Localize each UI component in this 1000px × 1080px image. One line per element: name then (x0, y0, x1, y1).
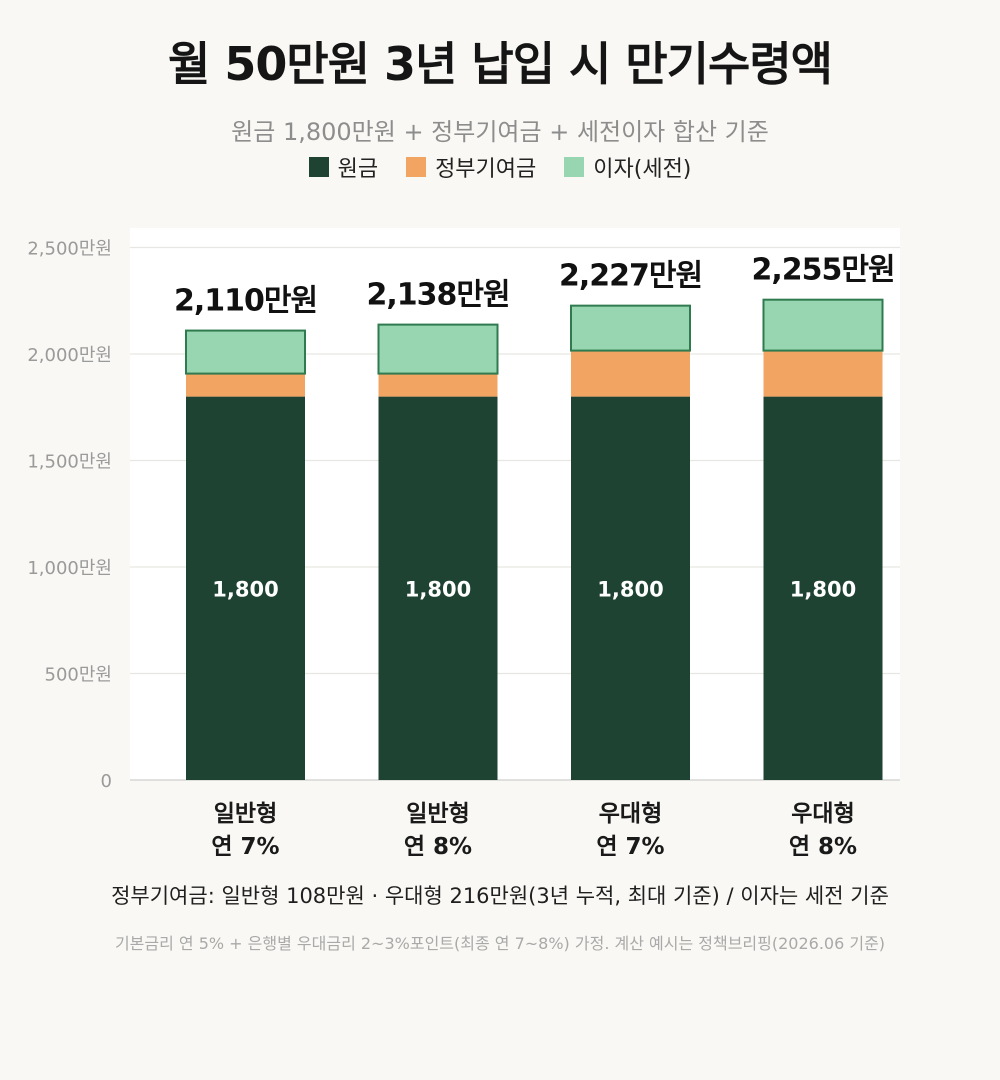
legend-swatch-principal (308, 157, 329, 177)
bar-principal (571, 396, 690, 780)
x-tick-label-rate: 연 8% (789, 834, 857, 860)
bar-interest (185, 329, 306, 375)
x-tick-label-type: 일반형 (214, 801, 277, 827)
bar-principal (186, 396, 305, 780)
legend-item-principal: 원금 (308, 151, 379, 183)
legend-swatch-gov-contribution (406, 157, 427, 177)
legend-label-principal: 원금 (337, 157, 379, 182)
principal-value-label: 1,800 (790, 577, 856, 601)
total-value-label: 2,227만원 (559, 259, 702, 294)
x-tick-label-rate: 연 7% (211, 834, 279, 860)
principal-value-label: 1,800 (405, 577, 471, 601)
y-tick-label: 2,500만원 (27, 239, 112, 260)
stacked-bar-chart: 0 500만원 1,000만원 1,500만원 2,000만원 2,500만원 1,800 2… (27, 228, 900, 860)
principal-value-label: 1,800 (597, 577, 663, 601)
legend-swatch-interest (564, 157, 585, 177)
bar-gov-contribution (378, 373, 498, 397)
bar-gov-contribution (763, 350, 883, 397)
chart-subtitle: 원금 1,800만원 + 정부기여금 + 세전이자 합산 기준 (231, 118, 769, 146)
legend-item-gov-contribution: 정부기여금 (406, 151, 536, 183)
x-tick-label-type: 우대형 (791, 801, 854, 827)
total-value-label: 2,110만원 (174, 284, 317, 319)
bar-principal (378, 396, 498, 780)
x-tick-label-rate: 연 8% (404, 834, 472, 860)
x-tick-label-rate: 연 7% (596, 834, 664, 860)
contribution-note: 정부기여금: 일반형 108만원 · 우대형 216만원(3년 누적, 최대 기… (111, 884, 889, 908)
x-tick-label-type: 우대형 (599, 801, 662, 827)
bar-principal (763, 396, 883, 780)
bar-gov-contribution (186, 373, 305, 397)
legend-label-interest: 이자(세전) (593, 157, 692, 182)
bar-interest (570, 304, 691, 352)
total-value-label: 2,255만원 (751, 253, 894, 288)
legend-item-interest: 이자(세전) (564, 151, 691, 183)
principal-value-label: 1,800 (212, 577, 278, 601)
legend-label-gov-contribution: 정부기여금 (435, 157, 537, 182)
y-tick-label: 1,500만원 (27, 452, 112, 473)
y-tick-label: 2,000만원 (27, 345, 112, 366)
total-value-label: 2,138만원 (366, 278, 509, 313)
bar-interest (377, 323, 499, 375)
bar-interest (762, 298, 884, 352)
bar-gov-contribution (571, 350, 690, 397)
y-tick-label: 500만원 (45, 665, 112, 686)
legend: 원금 정부기여금 이자(세전) (0, 151, 1000, 183)
source-footnote: 기본금리 연 5% + 은행별 우대금리 2~3%포인트(최종 연 7~8%) … (114, 934, 886, 953)
chart-title: 월 50만원 3년 납입 시 만기수령액 (168, 37, 833, 91)
y-tick-label: 1,000만원 (27, 558, 112, 579)
x-tick-label-type: 일반형 (406, 801, 469, 827)
y-tick-label: 0 (101, 771, 112, 792)
